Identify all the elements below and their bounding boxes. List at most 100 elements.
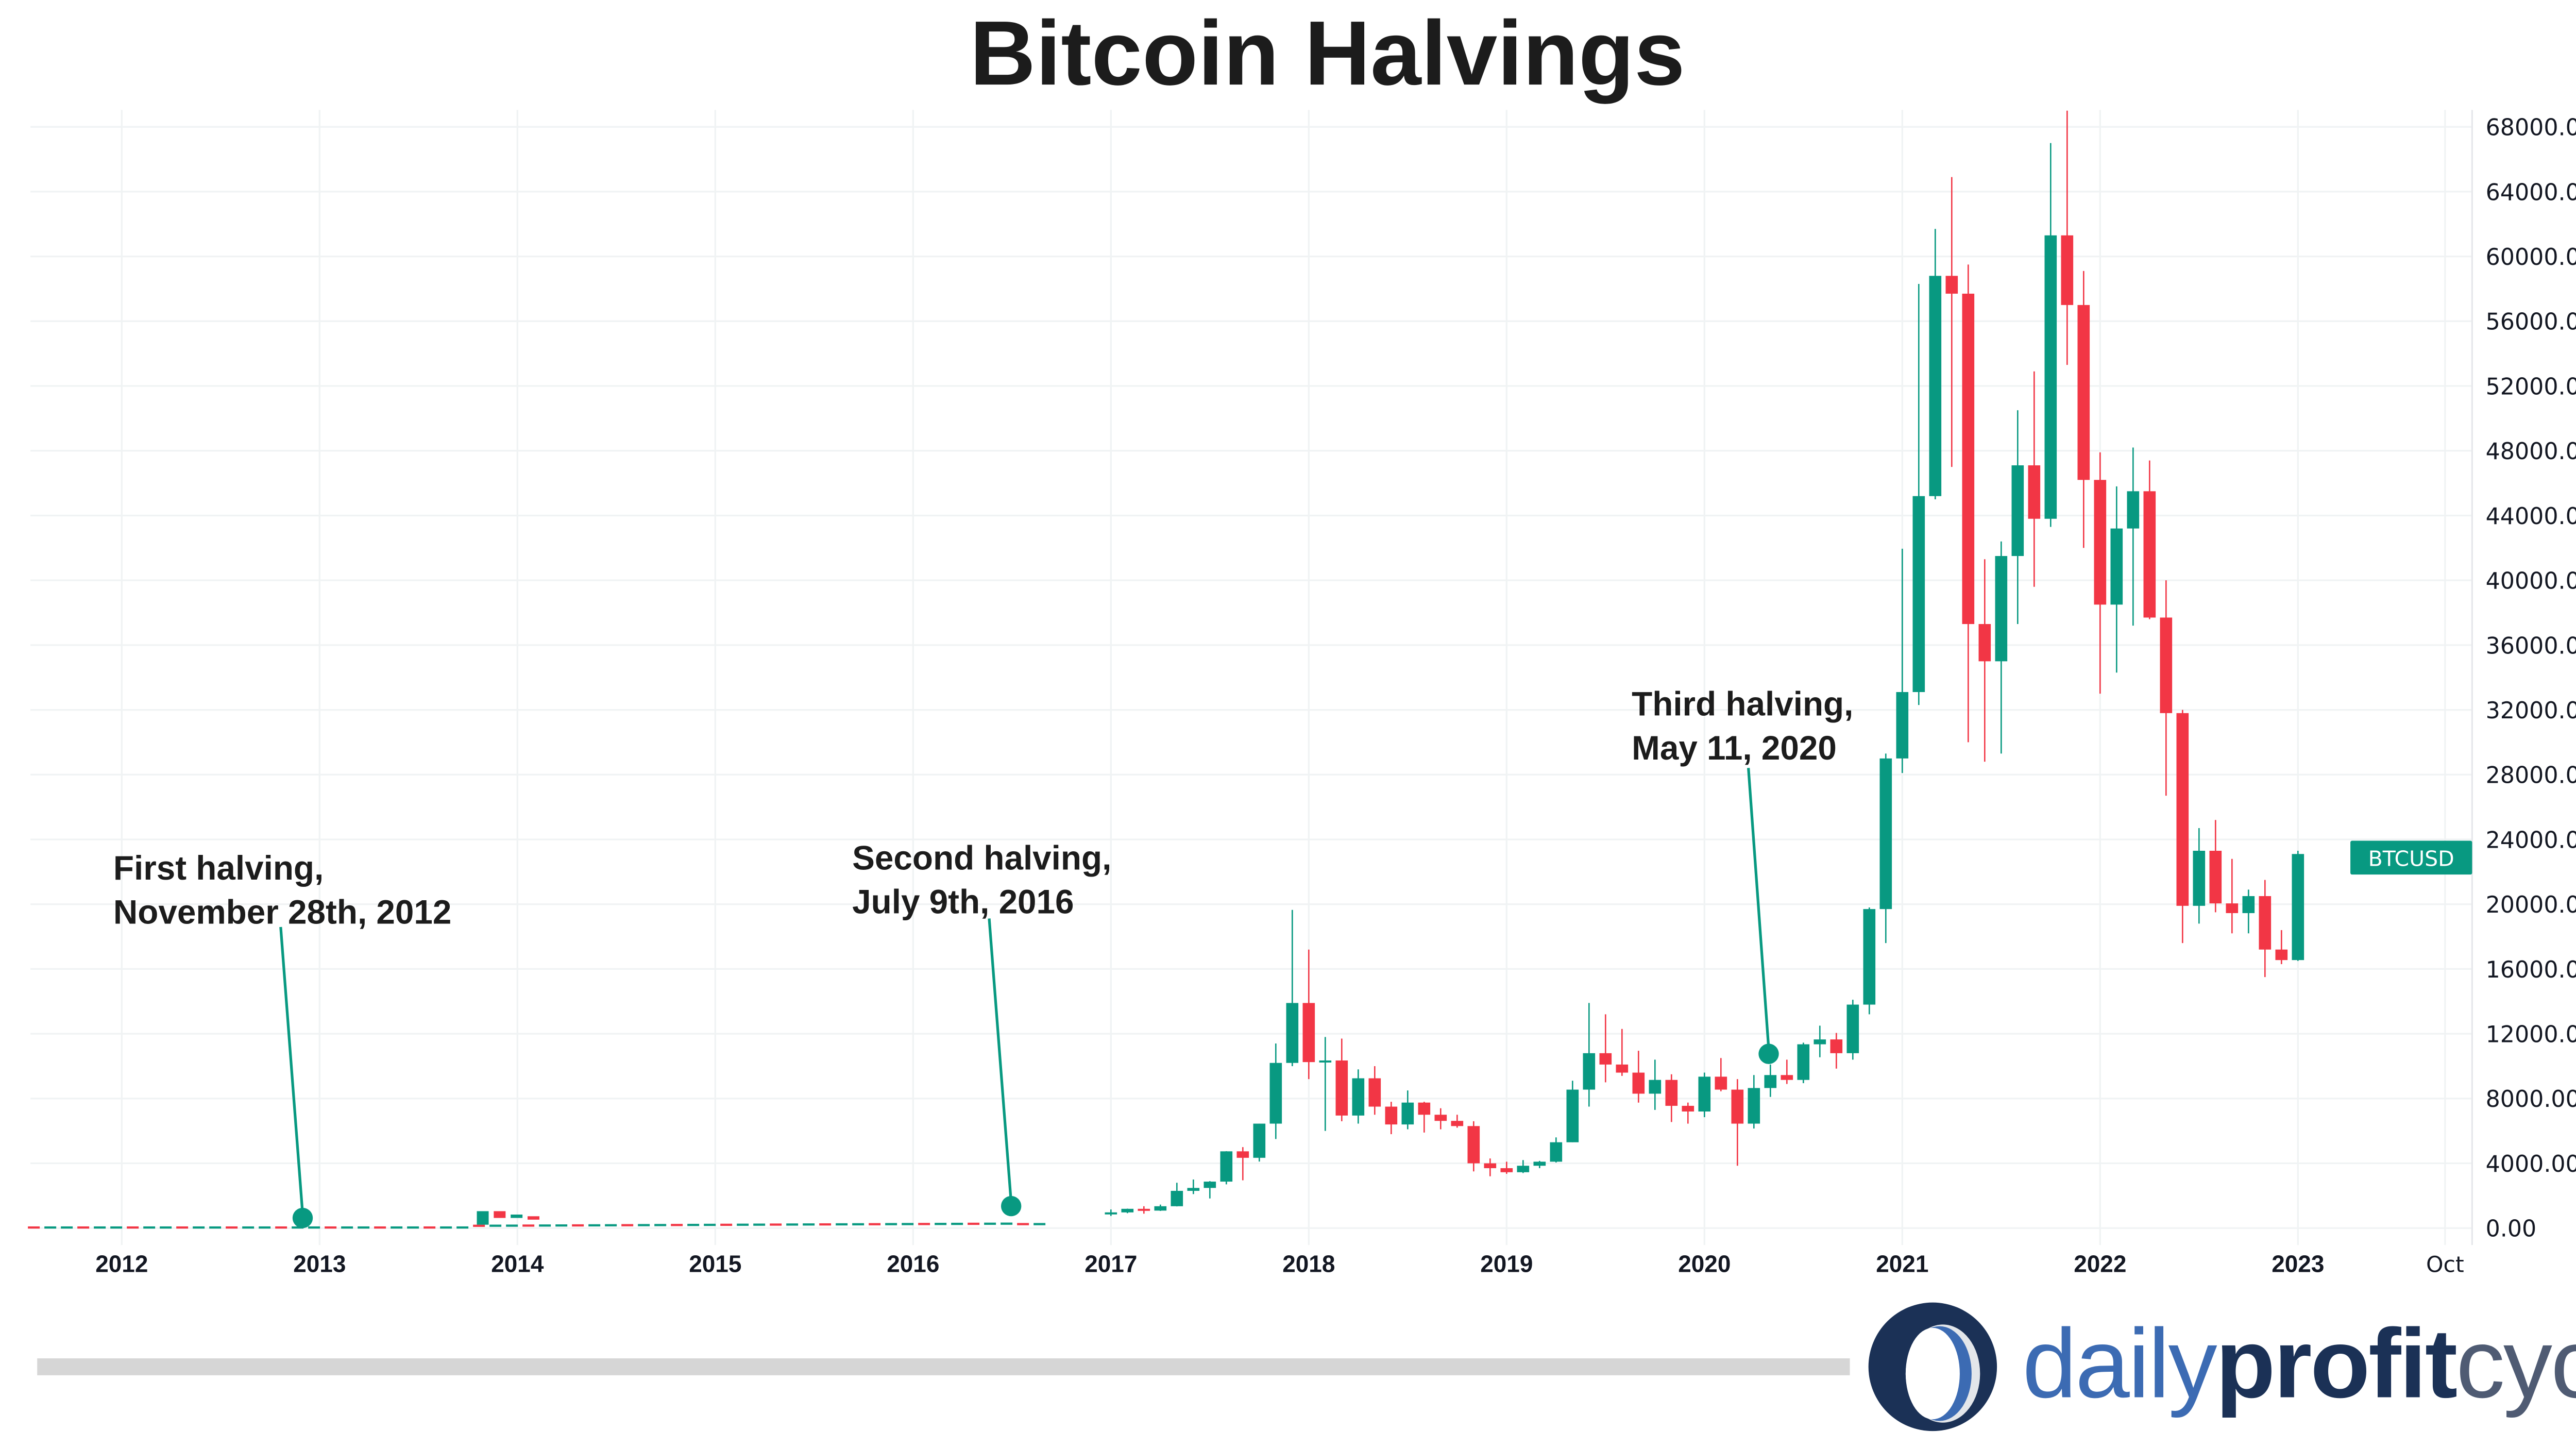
chart-title: Bitcoin Halvings — [970, 2, 1685, 104]
price-tick-label: 24000.00 — [2486, 827, 2576, 853]
candle — [1912, 496, 1925, 693]
candle — [1846, 1004, 1859, 1053]
candle — [1995, 556, 2008, 662]
price-tick-label: 68000.00 — [2486, 115, 2576, 141]
time-tick-label: 2014 — [491, 1251, 544, 1277]
candle — [2259, 896, 2272, 950]
candle — [2094, 480, 2107, 605]
time-tick-label: 2021 — [1876, 1251, 1928, 1277]
candle — [2292, 854, 2304, 961]
time-tick-label: 2015 — [689, 1251, 741, 1277]
logo-daily: daily — [2022, 1309, 2217, 1419]
time-tick-label: 2017 — [1084, 1251, 1137, 1277]
annotation-line1: Third halving, — [1632, 685, 1853, 723]
time-tick-label: 2018 — [1282, 1251, 1335, 1277]
annotation-first-halving: First halving, November 28th, 2012 — [113, 849, 452, 1228]
chart-grid — [30, 110, 2473, 1245]
candle — [1764, 1075, 1777, 1088]
candle — [2044, 235, 2057, 519]
price-tick-label: 20000.00 — [2486, 892, 2576, 918]
time-axis[interactable]: 2012 2013 2014 2015 2016 2017 2018 2019 2020 2021… — [95, 1251, 2464, 1278]
candle — [1302, 1003, 1315, 1063]
annotation-line2: November 28th, 2012 — [113, 893, 452, 931]
candle — [1731, 1089, 1744, 1124]
candle — [2193, 850, 2206, 906]
candle — [1929, 276, 1942, 496]
candle — [1649, 1080, 1662, 1094]
annotation-line2: May 11, 2020 — [1632, 729, 1837, 767]
time-tick-label: 2012 — [95, 1251, 148, 1277]
candle — [1830, 1039, 1843, 1053]
candle — [2110, 528, 2123, 605]
price-tick-label: 4000.00 — [2486, 1151, 2576, 1177]
candle — [1385, 1106, 1398, 1125]
price-tick-label: 44000.00 — [2486, 503, 2576, 530]
price-tick-label: 32000.00 — [2486, 698, 2576, 724]
candle — [2275, 949, 2288, 961]
price-tick-label: 36000.00 — [2486, 633, 2576, 659]
candle — [1286, 1003, 1299, 1063]
svg-text:dailyprofitcycle: dailyprofitcycle — [2022, 1309, 2576, 1419]
time-tick-label: 2013 — [293, 1251, 346, 1277]
candle — [1533, 1161, 1546, 1166]
candle — [1154, 1206, 1167, 1211]
candle — [1583, 1053, 1596, 1090]
logo-cycle: cycle — [2456, 1309, 2576, 1419]
candle — [2028, 465, 2041, 519]
candle — [2176, 713, 2189, 906]
candle — [1945, 276, 1958, 294]
candle — [1715, 1076, 1727, 1090]
price-tick-label: 0.00 — [2486, 1216, 2537, 1242]
price-axis[interactable]: 0.00 4000.00 8000.00 12000.00 16000.00 20000.… — [2486, 115, 2576, 1242]
candles — [1105, 110, 2304, 1216]
logo-profit: profit — [2215, 1309, 2456, 1419]
candle — [2077, 305, 2090, 480]
price-tick-label: 52000.00 — [2486, 374, 2576, 400]
candle — [1220, 1151, 1233, 1182]
symbol-badge-label: BTCUSD — [2368, 847, 2454, 871]
candle — [1319, 1060, 1332, 1063]
candle — [1253, 1123, 1266, 1158]
time-tick-label: 2022 — [2074, 1251, 2126, 1277]
candle — [1335, 1060, 1348, 1116]
halving-marker-icon — [1001, 1196, 1022, 1217]
candle — [1269, 1063, 1282, 1124]
annotation-second-halving: Second halving, July 9th, 2016 — [852, 839, 1111, 1217]
dailyprofitcycle-logo: dailyprofitcycle — [1868, 1302, 2576, 1432]
time-tick-label: 2019 — [1480, 1251, 1533, 1277]
annotation-line1: Second halving, — [852, 839, 1111, 877]
symbol-badge[interactable]: BTCUSD — [2350, 840, 2472, 875]
price-tick-label: 12000.00 — [2486, 1022, 2576, 1048]
price-tick-label: 16000.00 — [2486, 957, 2576, 983]
candle — [1698, 1076, 1711, 1112]
candle — [1682, 1105, 1694, 1112]
candle — [1236, 1151, 1249, 1158]
candle — [1879, 758, 1892, 910]
candle — [1368, 1078, 1381, 1107]
price-tick-label: 60000.00 — [2486, 244, 2576, 271]
candle — [1352, 1078, 1365, 1116]
candle — [1632, 1072, 1645, 1094]
candle — [1434, 1115, 1447, 1121]
halving-marker-icon — [292, 1207, 313, 1228]
time-tick-label: Oct — [2426, 1252, 2464, 1278]
candle — [1121, 1208, 1134, 1213]
candle — [1748, 1088, 1760, 1124]
candle — [1138, 1208, 1150, 1211]
annotation-third-halving: Third halving, May 11, 2020 — [1632, 685, 1853, 1064]
horizontal-scrollbar[interactable] — [37, 1358, 1850, 1375]
candle — [1781, 1075, 1793, 1080]
time-tick-label: 2016 — [887, 1251, 939, 1277]
candle — [1451, 1121, 1464, 1126]
candle — [1418, 1102, 1431, 1115]
candle — [2143, 491, 2156, 618]
candle — [1797, 1044, 1810, 1080]
candle — [1171, 1190, 1183, 1206]
candle — [2209, 850, 2222, 904]
candle — [1517, 1166, 1530, 1172]
candle — [2242, 896, 2255, 913]
price-tick-label: 40000.00 — [2486, 568, 2576, 595]
candle — [1896, 692, 1909, 759]
